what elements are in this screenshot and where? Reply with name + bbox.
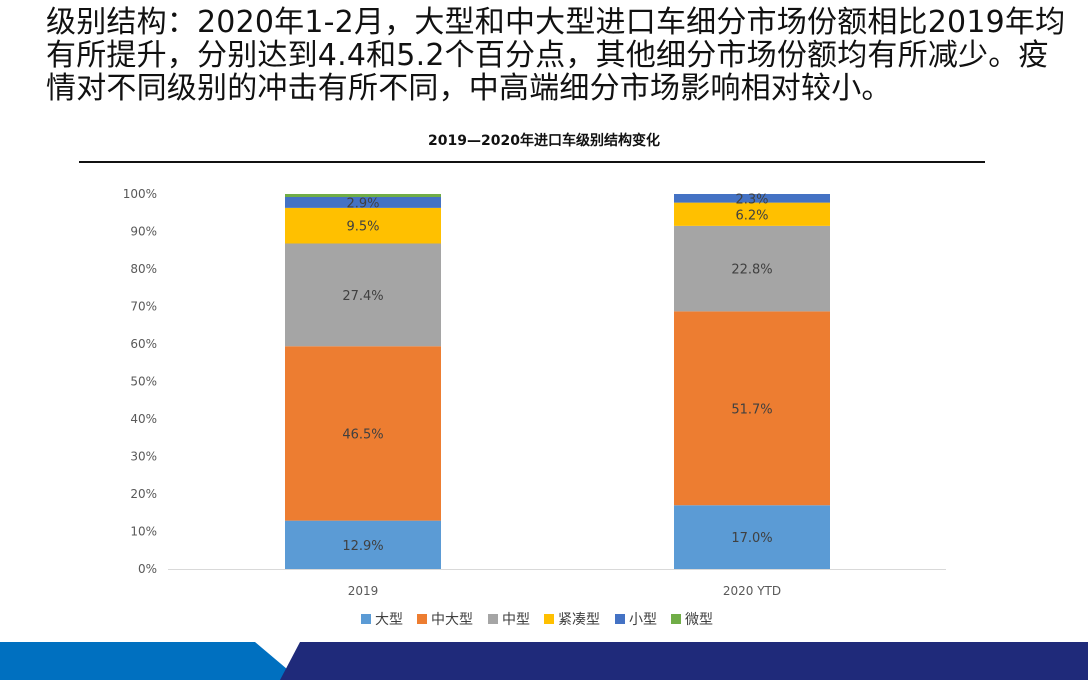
stacked-bar-chart: 0% 10% 20% 30% 40% 50% 60% 70% 80% 90% 100% 12.9% 46… bbox=[123, 187, 946, 628]
data-label: 12.9% bbox=[342, 539, 383, 554]
legend-swatch bbox=[544, 614, 554, 624]
bar-segment-6 bbox=[285, 194, 441, 197]
data-label: 17.0% bbox=[731, 531, 772, 546]
data-label: 6.2% bbox=[735, 208, 768, 223]
legend-swatch bbox=[361, 614, 371, 624]
bar-segment-4 bbox=[285, 207, 441, 244]
y-tick-label: 100% bbox=[123, 187, 157, 201]
chart-title: 2019—2020年进口车级别结构变化 bbox=[428, 133, 660, 149]
bar-segment-2 bbox=[674, 311, 830, 506]
bar-segment-4 bbox=[674, 202, 830, 226]
x-tick-label: 2020 YTD bbox=[723, 584, 781, 598]
data-label: 2.9% bbox=[346, 196, 379, 211]
y-tick-label: 10% bbox=[130, 525, 157, 539]
y-tick-label: 40% bbox=[130, 412, 157, 426]
y-tick-label: 0% bbox=[138, 562, 157, 576]
footer-band-left bbox=[0, 642, 300, 680]
y-tick-label: 20% bbox=[130, 487, 157, 501]
y-tick-label: 60% bbox=[130, 337, 157, 351]
data-label: 9.5% bbox=[346, 220, 379, 235]
legend-label: 微型 bbox=[685, 612, 713, 628]
data-label: 27.4% bbox=[342, 289, 383, 304]
legend-label: 大型 bbox=[375, 612, 403, 628]
data-label: 51.7% bbox=[731, 402, 772, 417]
y-tick-label: 50% bbox=[130, 375, 157, 389]
bar-segment-5 bbox=[674, 194, 830, 203]
y-tick-label: 80% bbox=[130, 262, 157, 276]
data-label: 22.8% bbox=[731, 263, 772, 278]
legend-swatch bbox=[671, 614, 681, 624]
bar-segment-2 bbox=[285, 346, 441, 521]
headline: 级别结构：2020年1-2月，大型和中大型进口车细分市场份额相比2019年均有所… bbox=[46, 5, 1066, 106]
title-divider bbox=[79, 161, 985, 163]
footer-band-right bbox=[280, 642, 1088, 680]
data-label: 46.5% bbox=[342, 427, 383, 442]
y-tick-label: 90% bbox=[130, 225, 157, 239]
bar-segment-1 bbox=[674, 505, 830, 569]
legend-swatch bbox=[615, 614, 625, 624]
bar-segment-5 bbox=[285, 197, 441, 208]
y-tick-label: 30% bbox=[130, 450, 157, 464]
bar-segment-1 bbox=[285, 520, 441, 569]
bar-segment-3 bbox=[674, 225, 830, 312]
legend-label: 紧凑型 bbox=[558, 611, 600, 628]
y-tick-label: 70% bbox=[130, 300, 157, 314]
legend-label: 中型 bbox=[502, 612, 530, 628]
legend-swatch bbox=[417, 614, 427, 624]
legend-label: 中大型 bbox=[431, 612, 473, 628]
legend-label: 小型 bbox=[629, 612, 657, 628]
bar-segment-3 bbox=[285, 243, 441, 347]
footer-band bbox=[0, 642, 1088, 680]
data-label: 2.3% bbox=[735, 192, 768, 207]
legend-swatch bbox=[488, 614, 498, 624]
x-tick-label: 2019 bbox=[348, 584, 379, 598]
